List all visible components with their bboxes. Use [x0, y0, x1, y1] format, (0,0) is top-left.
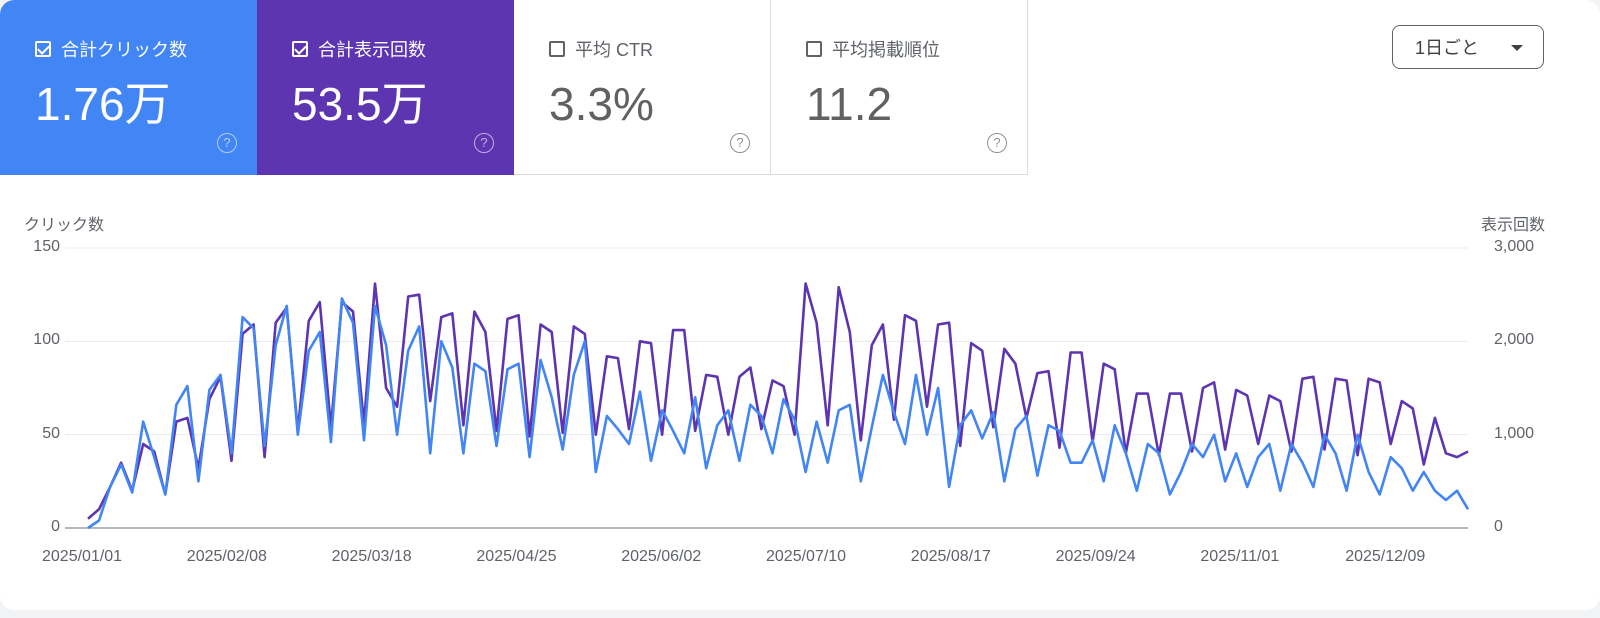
help-icon[interactable]: ? — [217, 133, 237, 153]
help-icon[interactable]: ? — [474, 133, 494, 153]
metric-label: 平均掲載順位 — [832, 40, 940, 60]
metric-label: 合計クリック数 — [61, 40, 187, 60]
x-tick: 2025/09/24 — [1055, 548, 1136, 565]
metric-value: 11.2 — [806, 78, 893, 130]
x-tick: 2025/11/01 — [1200, 548, 1280, 565]
y-tick-left: 50 — [42, 424, 60, 442]
checkbox-checked-icon[interactable] — [292, 41, 308, 57]
x-tick: 2025/03/18 — [331, 548, 412, 565]
y-tick-left: 150 — [33, 238, 60, 255]
metric-value: 1.76万 — [35, 78, 171, 130]
granularity-dropdown[interactable]: 1日ごと — [1392, 25, 1544, 69]
x-tick: 2025/02/08 — [186, 548, 267, 565]
help-icon[interactable]: ? — [987, 133, 1007, 153]
help-icon[interactable]: ? — [730, 133, 750, 153]
x-tick: 2025/12/09 — [1345, 548, 1426, 565]
metric-cards: 合計クリック数 1.76万 ? 合計表示回数 53.5万 ? 平均 CTR 3.… — [0, 0, 1028, 175]
caret-down-icon — [1511, 45, 1523, 51]
x-tick: 2025/01/01 — [42, 548, 123, 565]
clicks-series-line — [87, 297, 1470, 530]
x-tick: 2025/04/25 — [476, 548, 557, 565]
x-tick: 2025/07/10 — [766, 548, 847, 565]
metric-value: 53.5万 — [292, 78, 428, 130]
y-tick-right: 3,000 — [1494, 238, 1535, 255]
metric-label: 合計表示回数 — [318, 40, 426, 60]
metric-card-impressions[interactable]: 合計表示回数 53.5万 ? — [257, 0, 514, 175]
y-tick-right: 1,000 — [1494, 424, 1535, 442]
metric-card-position[interactable]: 平均掲載順位 11.2 ? — [771, 0, 1028, 175]
x-tick: 2025/06/02 — [621, 548, 702, 565]
metric-card-ctr[interactable]: 平均 CTR 3.3% ? — [514, 0, 771, 175]
y-tick-right: 0 — [1494, 518, 1503, 535]
y-tick-left: 0 — [51, 518, 60, 535]
left-axis-title: クリック数 — [24, 217, 105, 234]
metric-value: 3.3% — [549, 78, 654, 130]
y-tick-right: 2,000 — [1494, 331, 1535, 349]
metric-card-clicks[interactable]: 合計クリック数 1.76万 ? — [0, 0, 257, 175]
checkbox-unchecked-icon[interactable] — [806, 41, 822, 57]
x-tick: 2025/08/17 — [910, 548, 991, 565]
impressions-series-line — [87, 282, 1469, 520]
checkbox-unchecked-icon[interactable] — [549, 41, 565, 57]
y-tick-left: 100 — [33, 331, 60, 349]
metric-label: 平均 CTR — [575, 40, 653, 60]
checkbox-checked-icon[interactable] — [35, 41, 51, 57]
right-axis-title: 表示回数 — [1480, 217, 1545, 234]
granularity-selected: 1日ごと — [1415, 38, 1480, 58]
